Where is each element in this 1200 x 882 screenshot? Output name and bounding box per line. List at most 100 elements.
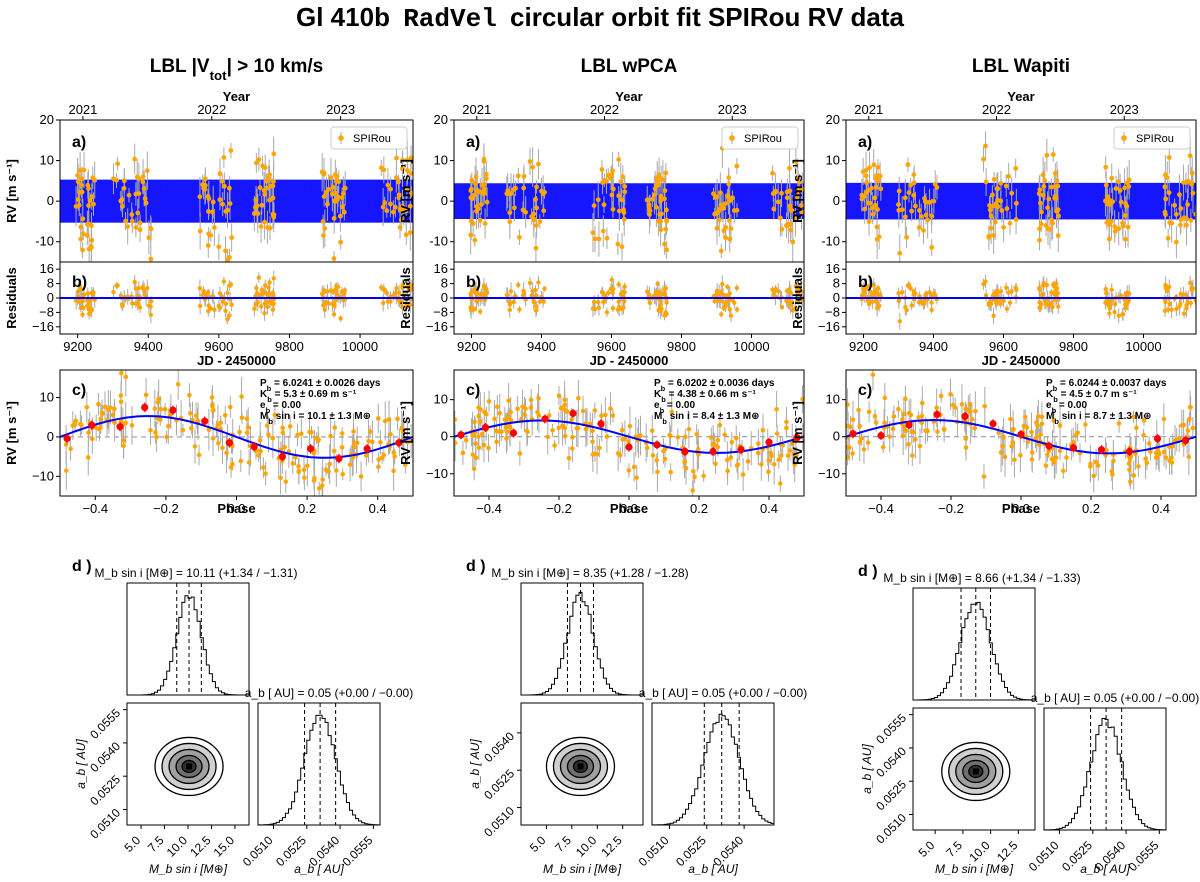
phase-point: [604, 434, 610, 439]
residual-point: [472, 306, 478, 312]
model-line: [638, 183, 641, 220]
model-line: [854, 182, 856, 220]
residual-point: [647, 300, 653, 306]
model-line: [537, 183, 540, 220]
data-point: [787, 165, 792, 171]
model-line: [749, 183, 752, 220]
data-point: [217, 197, 223, 203]
model-line: [106, 179, 108, 223]
residual-point: [86, 311, 92, 317]
residual-point: [714, 292, 720, 298]
model-line: [632, 183, 634, 220]
phase-point: [655, 469, 660, 475]
residual-point: [136, 285, 142, 291]
data-point: [1177, 192, 1182, 198]
phase-point: [278, 475, 283, 481]
data-point: [864, 180, 869, 186]
model-line: [193, 179, 195, 223]
model-line: [303, 179, 305, 223]
phase-point: [463, 437, 469, 443]
model-line: [546, 183, 548, 220]
model-line: [174, 179, 176, 223]
ytick-label: 10: [826, 153, 840, 168]
data-point: [133, 225, 139, 230]
data-point: [202, 176, 208, 182]
binned-point: [877, 431, 885, 440]
phase-point: [654, 457, 660, 463]
data-point: [1166, 190, 1172, 196]
data-point: [321, 170, 327, 176]
phase-point: [520, 404, 525, 409]
model-line: [762, 183, 765, 220]
data-point: [619, 244, 625, 250]
data-point: [1048, 184, 1054, 190]
data-point: [197, 194, 203, 200]
data-point: [784, 189, 790, 195]
model-line: [1099, 182, 1102, 220]
data-point: [865, 188, 871, 194]
model-line: [1017, 182, 1020, 220]
xtick-label: −0.4: [82, 501, 108, 516]
data-point: [595, 197, 601, 203]
phase-point: [311, 478, 317, 483]
data-point: [899, 207, 905, 213]
phase-point: [599, 413, 604, 419]
model-line: [216, 179, 219, 223]
phase-point: [476, 445, 482, 451]
data-point: [1041, 184, 1047, 189]
model-line: [783, 183, 786, 220]
phase-point: [856, 407, 861, 413]
legend-label: SPIRou: [744, 133, 782, 145]
model-line: [210, 179, 212, 223]
residual-point: [908, 286, 913, 291]
residual-point: [331, 301, 337, 306]
phase-point: [756, 441, 761, 446]
data-point: [1105, 194, 1110, 200]
panel-c-label: c): [72, 382, 86, 399]
residual-point: [85, 303, 90, 308]
data-point: [658, 198, 664, 203]
data-point: [596, 236, 602, 242]
model-line: [565, 183, 567, 220]
residual-point: [197, 286, 203, 291]
model-line: [548, 183, 550, 220]
phase-point: [473, 441, 478, 446]
model-line: [902, 182, 905, 220]
ytick-label: 16: [40, 261, 54, 276]
phase-point: [1116, 421, 1122, 426]
data-point: [384, 208, 390, 214]
residual-point: [897, 319, 902, 324]
residual-point: [906, 282, 912, 288]
phase-point: [239, 415, 245, 421]
model-line: [699, 183, 702, 220]
ytick-label: -10: [821, 234, 840, 249]
data-point: [877, 173, 883, 179]
phase-point: [1034, 434, 1039, 440]
data-point: [208, 233, 214, 238]
residual-point: [473, 287, 479, 292]
model-line: [575, 183, 578, 220]
model-line: [891, 182, 894, 220]
phase-point: [755, 450, 761, 456]
residual-point: [734, 285, 740, 291]
phase-point: [156, 396, 161, 402]
ytick-label: 16: [826, 261, 840, 276]
model-line: [760, 183, 762, 220]
model-line: [93, 179, 96, 223]
residual-point: [527, 280, 533, 286]
binned-point: [961, 412, 969, 420]
year-tick-label: 2022: [197, 102, 226, 117]
model-line: [197, 179, 200, 223]
residual-point: [1163, 282, 1168, 288]
data-point: [339, 195, 345, 201]
corner-ytick-label: 0.0555: [87, 706, 123, 742]
residual-point: [256, 275, 262, 280]
model-line: [296, 179, 299, 223]
residual-point: [610, 306, 616, 311]
phase-point: [494, 439, 499, 445]
residual-point: [271, 276, 276, 281]
residual-point: [533, 308, 539, 313]
data-point: [534, 184, 539, 190]
phase-point: [347, 462, 353, 468]
